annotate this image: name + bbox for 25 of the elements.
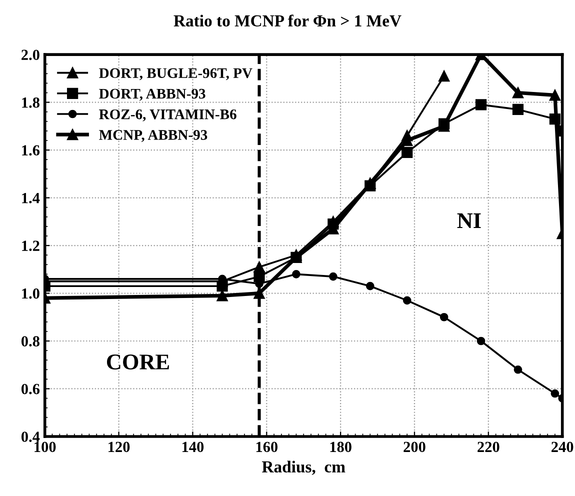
x-tick-label: 120 <box>108 442 130 452</box>
x-tick-label: 160 <box>256 442 278 452</box>
legend-label: ROZ-6, VITAMIN-B6 <box>99 109 236 122</box>
chart-title: Ratio to MCNP for Φn > 1 MeV <box>174 14 402 27</box>
y-tick-label: 0.8 <box>21 336 40 347</box>
x-tick-label: 180 <box>330 442 352 452</box>
y-tick-label: 1.6 <box>22 145 40 156</box>
y-tick-label: 0.4 <box>21 432 40 442</box>
y-tick-label: 1.4 <box>22 192 40 204</box>
annotation: CORE <box>106 354 169 370</box>
x-axis-title: Radius, cm <box>262 460 346 475</box>
x-tick-label: 240 <box>552 442 574 452</box>
annotation: NI <box>457 213 481 228</box>
legend-label: DORT, BUGLE-96T, PV <box>99 68 252 80</box>
y-tick-label: 1.0 <box>22 288 40 299</box>
y-tick-label: 1.8 <box>22 97 40 108</box>
x-tick-label: 220 <box>478 442 500 452</box>
y-tick-label: 1.2 <box>22 240 40 252</box>
x-tick-label: 140 <box>182 442 204 452</box>
x-tick-label: 100 <box>34 442 56 452</box>
legend-label: MCNP, ABBN-93 <box>99 130 208 142</box>
x-tick-label: 200 <box>404 442 426 452</box>
legend-label: DORT, ABBN-93 <box>99 88 206 101</box>
y-tick-label: 2.0 <box>22 50 40 60</box>
y-tick-label: 0.6 <box>21 384 40 394</box>
